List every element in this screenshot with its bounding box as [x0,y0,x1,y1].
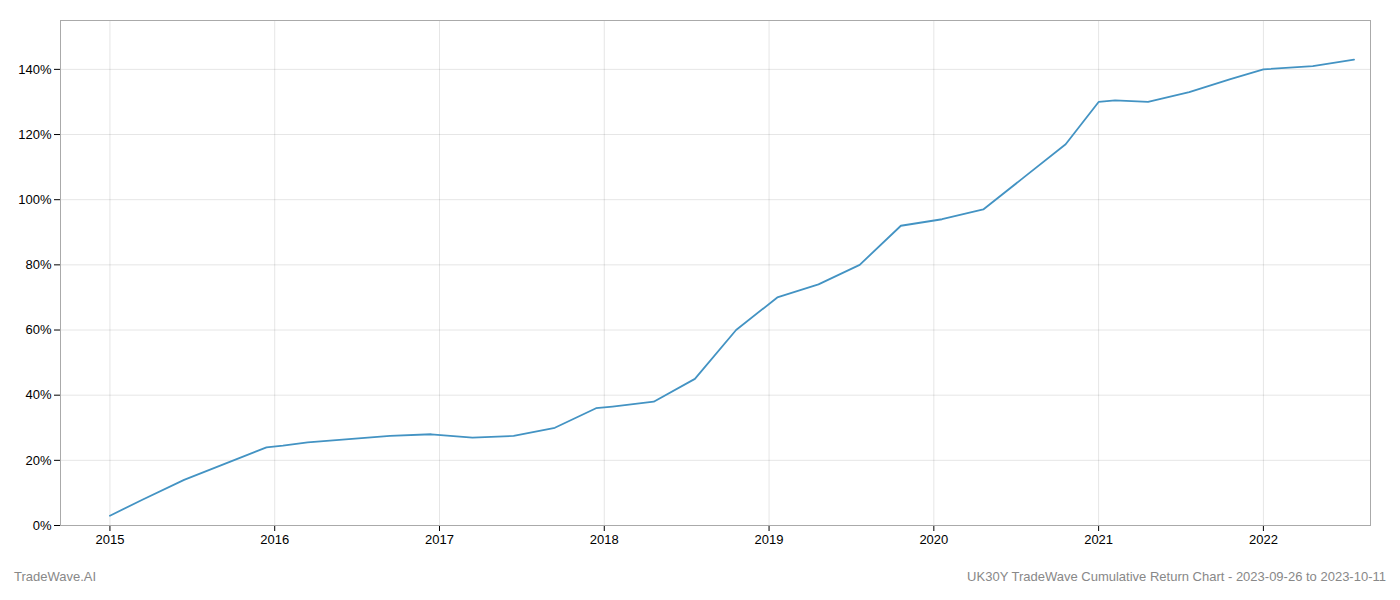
svg-text:100%: 100% [18,192,52,207]
svg-text:2019: 2019 [755,532,784,547]
svg-text:20%: 20% [25,452,51,467]
svg-text:2016: 2016 [260,532,289,547]
svg-text:60%: 60% [25,322,51,337]
svg-text:40%: 40% [25,387,51,402]
svg-text:2021: 2021 [1084,532,1113,547]
svg-text:140%: 140% [18,62,52,77]
svg-text:2017: 2017 [425,532,454,547]
svg-text:80%: 80% [25,257,51,272]
html-text:UK30Y TradeWave Cumulative Ret: UK30Y TradeWave Cumulative Return Chart … [967,569,1386,584]
svg-text:120%: 120% [18,127,52,142]
svg-text:2018: 2018 [590,532,619,547]
html-text:TradeWave.AI: TradeWave.AI [14,569,97,584]
svg-text:2015: 2015 [95,532,124,547]
svg-text:0%: 0% [33,518,52,533]
svg-text:2022: 2022 [1249,532,1278,547]
svg-text:2020: 2020 [919,532,948,547]
